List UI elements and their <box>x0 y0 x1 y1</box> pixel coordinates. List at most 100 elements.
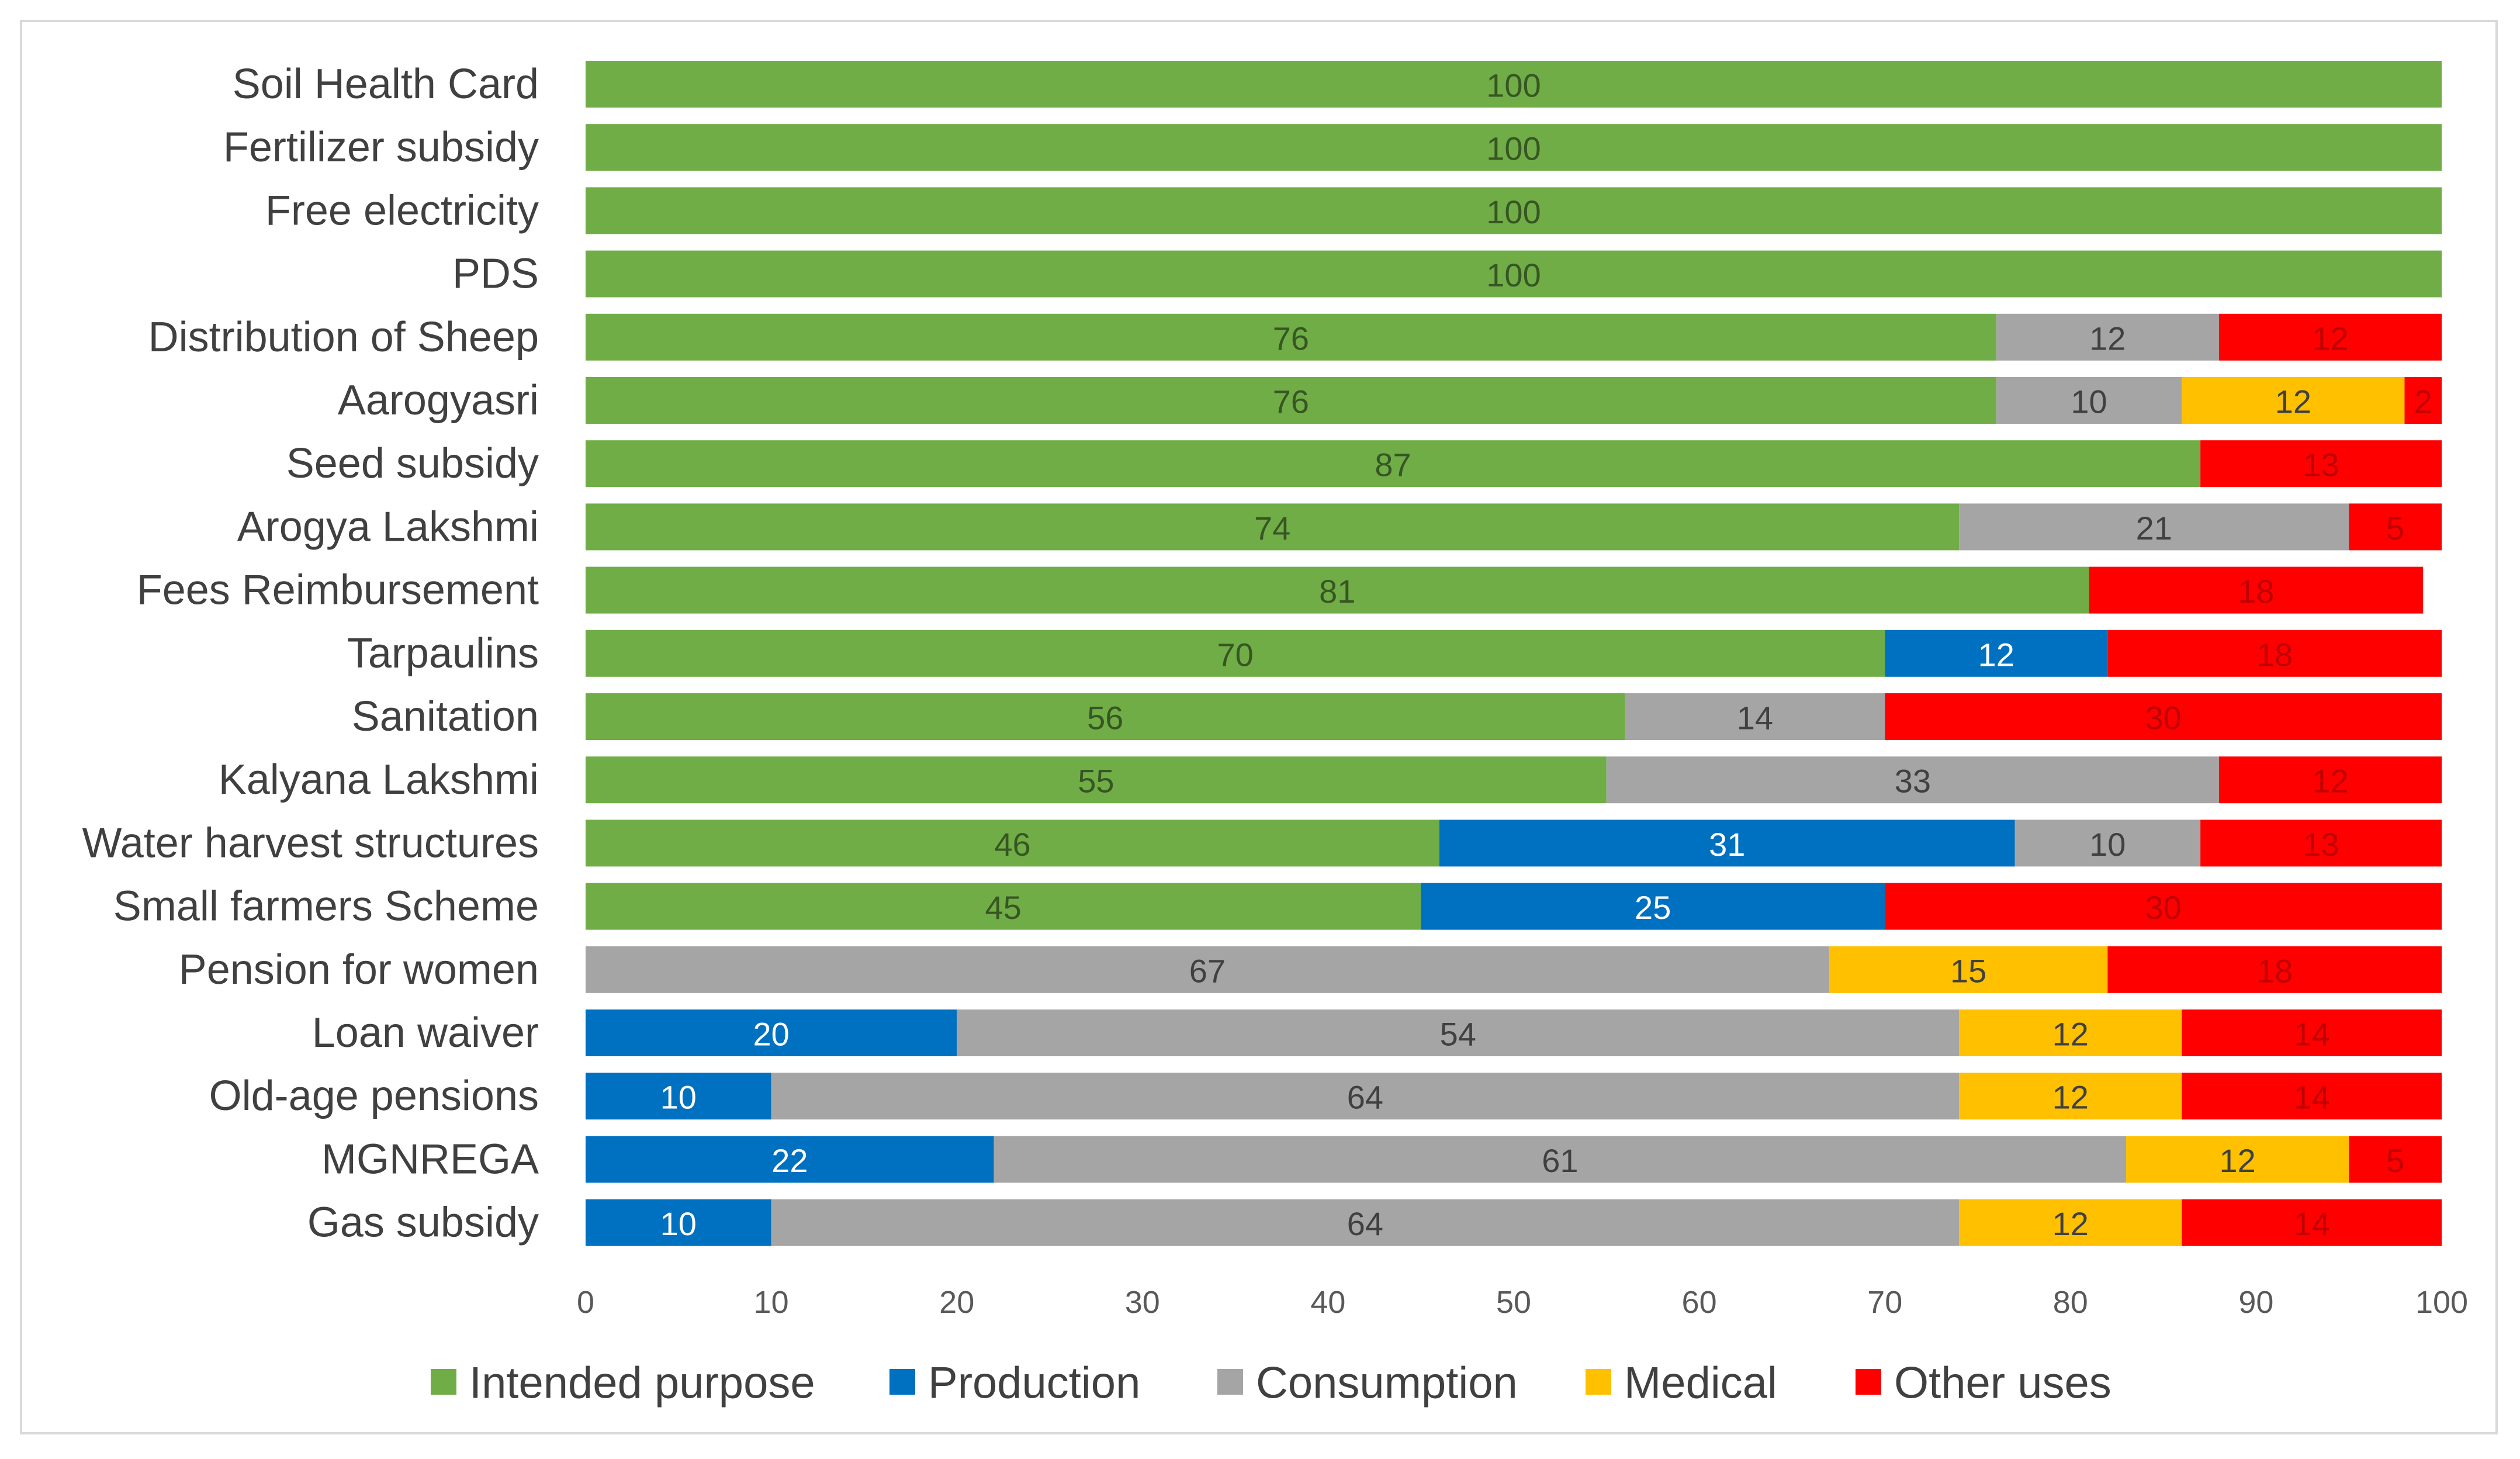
data-label: 12 <box>2052 1079 2089 1116</box>
data-label: 14 <box>1737 700 1773 737</box>
category-label: MGNREGA <box>321 1136 539 1183</box>
data-label: 70 <box>1217 636 1253 673</box>
bar-segment-intended-purpose <box>586 630 1885 677</box>
category-label: Arogya Lakshmi <box>237 503 539 550</box>
data-label: 15 <box>1950 952 1986 989</box>
bar-segment-other-uses <box>2200 820 2442 867</box>
bar-segment-production <box>586 1009 957 1056</box>
bar-segment-medical <box>1959 1199 2182 1246</box>
data-label: 10 <box>660 1205 697 1242</box>
bar-segment-other-uses <box>2349 1136 2442 1183</box>
x-tick-label: 50 <box>1496 1285 1531 1320</box>
x-tick-label: 40 <box>1310 1285 1345 1320</box>
x-tick-label: 60 <box>1682 1285 1717 1320</box>
data-label: 33 <box>1895 763 1931 800</box>
data-label: 14 <box>2294 1016 2330 1053</box>
bar-segment-intended-purpose <box>586 693 1625 740</box>
data-label: 87 <box>1375 447 1411 483</box>
data-label: 64 <box>1347 1205 1383 1242</box>
bar-segment-consumption <box>586 946 1829 993</box>
data-label: 45 <box>985 889 1021 926</box>
bar-segment-consumption <box>771 1073 1960 1120</box>
bar-segment-consumption <box>771 1199 1960 1246</box>
data-label: 81 <box>1319 573 1355 610</box>
bar-segment-intended-purpose <box>586 566 2089 614</box>
category-label: Water harvest structures <box>82 820 539 866</box>
bar-segment-other-uses <box>1885 883 2442 930</box>
bar-segment-production <box>586 1199 771 1246</box>
legend-swatch-consumption <box>1217 1369 1243 1395</box>
data-label: 54 <box>1440 1016 1476 1053</box>
bar-segment-medical <box>1829 946 2108 993</box>
bar-segment-other-uses <box>2182 1009 2442 1056</box>
x-tick-label: 10 <box>754 1285 789 1320</box>
bar-segment-other-uses <box>2218 313 2442 361</box>
bar-segment-consumption <box>957 1009 1960 1056</box>
data-label: 2 <box>2414 383 2432 420</box>
data-label: 30 <box>2145 889 2181 926</box>
category-label: PDS <box>452 251 539 298</box>
data-label: 76 <box>1273 383 1309 420</box>
data-label: 5 <box>2386 510 2404 547</box>
data-label: 10 <box>660 1079 697 1116</box>
data-label: 12 <box>1978 636 2014 673</box>
category-label: Loan waiver <box>312 1009 539 1056</box>
data-label: 100 <box>1486 257 1541 293</box>
bar-segment-other-uses <box>2218 756 2442 804</box>
bar-segment-consumption <box>1606 756 2219 804</box>
bar-segment-other-uses <box>2107 946 2442 993</box>
category-label: Small farmers Scheme <box>113 883 539 930</box>
bar-segment-intended-purpose <box>586 313 1996 361</box>
bar-segment-consumption <box>1996 377 2182 424</box>
data-label: 14 <box>2294 1079 2330 1116</box>
data-label: 100 <box>1486 130 1541 167</box>
category-label: Seed subsidy <box>286 440 539 487</box>
data-label: 12 <box>2052 1205 2089 1242</box>
bar-segment-medical <box>1959 1009 2182 1056</box>
legend-swatch-intended-purpose <box>431 1369 456 1395</box>
category-label: Distribution of Sheep <box>148 314 539 361</box>
category-label: Aarogyasri <box>338 377 539 424</box>
bar-segment-intended-purpose <box>586 250 2442 298</box>
data-label: 46 <box>994 826 1030 863</box>
category-label: Fees Reimbursement <box>137 567 539 614</box>
bar-segment-intended-purpose <box>586 124 2442 171</box>
bar-segment-consumption <box>994 1136 2127 1183</box>
x-tick-label: 0 <box>577 1285 594 1320</box>
data-label: 22 <box>771 1142 808 1179</box>
category-label: Free electricity <box>265 187 539 234</box>
data-label: 10 <box>2089 826 2126 863</box>
bar-segment-consumption <box>1625 693 1885 740</box>
category-label: Soil Health Card <box>233 61 539 108</box>
category-label: Sanitation <box>352 693 539 740</box>
bar-segment-intended-purpose <box>586 883 1421 930</box>
x-tick-label: 30 <box>1125 1285 1160 1320</box>
x-tick-label: 70 <box>1867 1285 1902 1320</box>
data-label: 25 <box>1635 889 1671 926</box>
bar-segment-other-uses <box>2182 1199 2442 1246</box>
bar-segment-production <box>586 1073 771 1120</box>
bar-segment-consumption <box>2014 820 2201 867</box>
data-label: 31 <box>1709 826 1745 863</box>
x-tick-label: 80 <box>2053 1285 2088 1320</box>
data-label: 67 <box>1189 952 1226 989</box>
bar-segment-other-uses <box>2107 630 2442 677</box>
bar-segment-intended-purpose <box>586 820 1439 867</box>
legend-label-intended-purpose: Intended purpose <box>469 1358 815 1408</box>
legend-label-consumption: Consumption <box>1256 1358 1518 1408</box>
bar-segment-medical <box>2126 1136 2349 1183</box>
category-label: Kalyana Lakshmi <box>219 756 539 803</box>
bar-segment-intended-purpose <box>586 61 2442 108</box>
bar-segment-consumption <box>1959 503 2349 551</box>
bar-segment-medical <box>1959 1073 2182 1120</box>
data-label: 12 <box>2052 1016 2089 1053</box>
bar-segment-consumption <box>1996 313 2219 361</box>
data-label: 64 <box>1347 1079 1383 1116</box>
data-label: 76 <box>1273 320 1309 357</box>
data-label: 12 <box>2275 383 2311 420</box>
bar-segment-other-uses <box>2404 377 2442 424</box>
category-label: Pension for women <box>179 946 539 993</box>
legend-label-medical: Medical <box>1624 1358 1777 1408</box>
bar-segment-intended-purpose <box>586 187 2442 234</box>
